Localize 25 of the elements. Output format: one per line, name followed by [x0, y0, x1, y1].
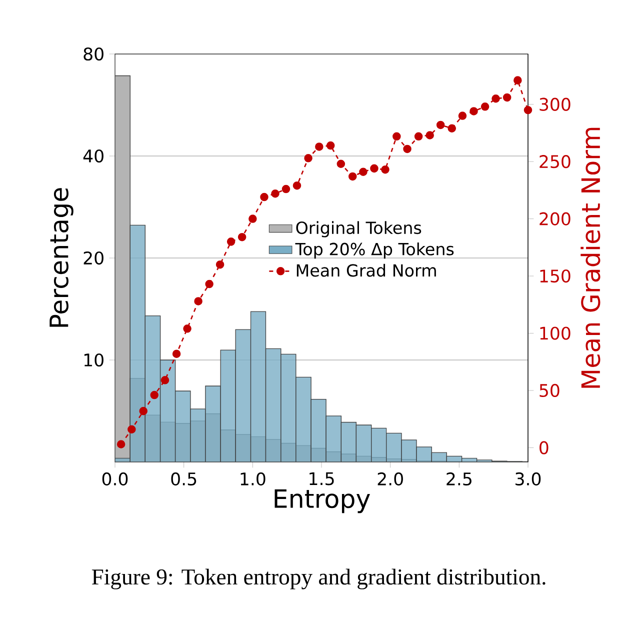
caption: Figure 9: Token entropy and gradient distribution.	[92, 568, 546, 590]
legend-label: Mean Grad Norm	[296, 264, 436, 277]
y2-tick-label: 300	[540, 98, 570, 111]
y2-tick-label: 0	[540, 441, 548, 454]
legend-label: Top 20% Δp Tokens	[295, 242, 454, 259]
y2-axis-title: Mean Gradient Norm	[580, 128, 600, 388]
x-tick-label: 1.0	[240, 472, 266, 486]
x-tick-label: 2.0	[378, 472, 403, 486]
y-tick-label: 20	[84, 251, 104, 265]
y-tick-label: 10	[84, 353, 104, 367]
x-tick-label: 0.5	[171, 472, 196, 486]
y-tick-label: 40	[83, 149, 104, 163]
x-tick-label: 3.0	[516, 472, 541, 486]
x-axis-title: Entropy	[274, 489, 370, 514]
legend-label: Original Tokens	[296, 221, 422, 238]
x-tick-label: 1.5	[310, 472, 334, 486]
x-tick-label: 2.5	[446, 472, 472, 486]
y2-tick-label: 200	[540, 212, 570, 226]
y-axis-title: Percentage	[50, 188, 74, 327]
x-tick-label: 0.0	[102, 472, 128, 486]
y2-tick-label: 100	[540, 326, 570, 340]
y2-tick-label: 50	[540, 384, 560, 398]
y2-tick-label: 150	[540, 269, 570, 283]
y2-tick-label: 250	[540, 155, 570, 168]
y-tick-label: 80	[84, 47, 104, 61]
